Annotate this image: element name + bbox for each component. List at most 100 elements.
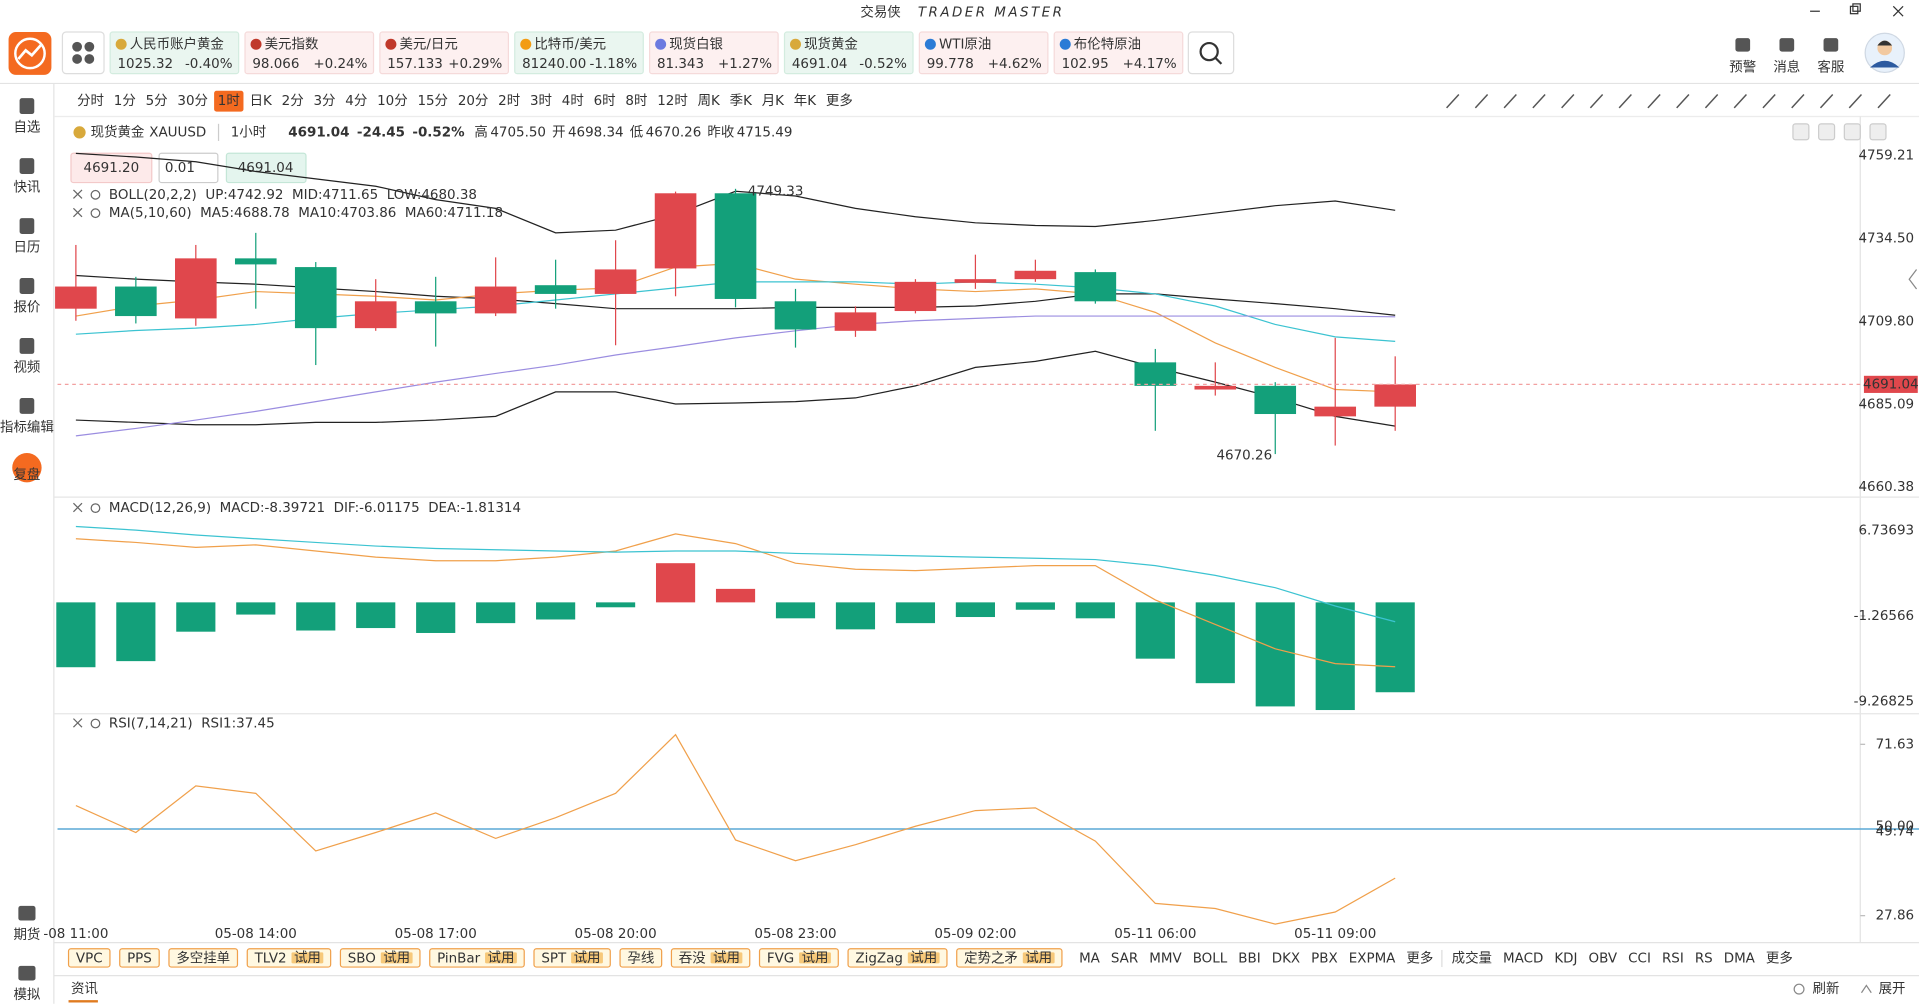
settings-icon[interactable] — [90, 189, 101, 200]
timeframe[interactable]: 20分 — [458, 93, 489, 109]
tool-icon[interactable] — [1762, 93, 1776, 109]
tool-icon[interactable] — [1848, 93, 1863, 109]
indicator-button-label[interactable]: VPC — [76, 951, 103, 966]
sidebar-label[interactable]: 视频 — [13, 359, 40, 375]
sidebar-icon[interactable] — [19, 158, 35, 175]
indicator-tab[interactable]: BBI — [1238, 951, 1260, 966]
tool-icon[interactable] — [1474, 93, 1489, 109]
ticker-tile[interactable] — [514, 31, 644, 75]
timeframe[interactable]: 30分 — [177, 93, 208, 109]
timeframe[interactable]: 2时 — [498, 93, 520, 109]
indicator-button-label[interactable]: SPT — [541, 951, 567, 966]
timeframe[interactable]: 月K — [762, 94, 785, 109]
ticker-tile[interactable] — [783, 31, 914, 75]
indicator-tab[interactable]: DMA — [1724, 951, 1756, 966]
collapse-tab[interactable] — [1908, 269, 1918, 290]
panel-tool[interactable] — [1869, 123, 1887, 141]
tool-icon[interactable] — [1704, 93, 1719, 109]
timeframe[interactable]: 2分 — [282, 93, 304, 109]
indicator-tab[interactable]: MMV — [1149, 951, 1182, 966]
indicator-tab[interactable]: RS — [1695, 951, 1713, 966]
buy-price[interactable]: 4691.04 — [238, 161, 294, 176]
indicator-button-label[interactable]: PPS — [127, 951, 152, 966]
action-icon[interactable] — [1823, 38, 1839, 52]
sidebar-label[interactable]: 模拟 — [13, 987, 40, 1003]
timeframe[interactable]: 12时 — [657, 93, 688, 109]
expand-icon[interactable] — [1860, 984, 1872, 994]
indicator-tab[interactable]: DKX — [1272, 951, 1300, 966]
action-label[interactable]: 消息 — [1773, 59, 1800, 76]
refresh[interactable]: 刷新 — [1813, 981, 1840, 997]
timeframe[interactable]: 6时 — [594, 93, 616, 109]
indicator-tab[interactable]: KDJ — [1554, 951, 1577, 966]
logo[interactable] — [8, 32, 52, 75]
sidebar-icon[interactable] — [18, 905, 36, 921]
indicator-tab[interactable]: OBV — [1589, 951, 1618, 966]
ticker-tile[interactable] — [109, 31, 240, 75]
timeframe[interactable]: 10分 — [377, 93, 408, 109]
timeframe[interactable]: 分时 — [77, 93, 104, 109]
tool-icon[interactable] — [1503, 93, 1517, 109]
indicator-tab[interactable]: SAR — [1111, 951, 1138, 966]
close-icon[interactable] — [72, 207, 83, 218]
indicator-tab[interactable]: MACD — [1503, 951, 1543, 966]
indicator-button-label[interactable]: 吞没 — [679, 950, 706, 966]
replay-badge[interactable] — [12, 453, 42, 483]
timeframe[interactable]: 日K — [250, 94, 273, 109]
avatar[interactable] — [1864, 32, 1905, 74]
close-icon[interactable] — [72, 718, 83, 728]
menu-button[interactable] — [61, 31, 105, 75]
indicator-tab[interactable]: 更多 — [1766, 949, 1793, 966]
sidebar-icon[interactable] — [19, 397, 35, 414]
indicator-button-label[interactable]: TLV2 — [254, 951, 287, 966]
footer-tab[interactable]: 资讯 — [71, 981, 98, 997]
sidebar-icon[interactable] — [19, 278, 35, 294]
indicator-button[interactable] — [67, 948, 111, 968]
sidebar-icon[interactable] — [19, 218, 35, 234]
timeframe[interactable]: 年K — [794, 93, 817, 109]
panel-tool[interactable] — [1818, 123, 1836, 141]
indicator-button-label[interactable]: FVG — [767, 951, 794, 966]
timeframe[interactable]: 3分 — [313, 93, 335, 109]
panel-tool[interactable] — [1843, 123, 1861, 141]
indicator-button-label[interactable]: 孕线 — [627, 950, 654, 966]
indicator-button-label[interactable]: 多空挂单 — [176, 949, 230, 966]
indicator-button-label[interactable]: 定势之矛 — [964, 950, 1018, 966]
indicator-button[interactable] — [168, 948, 239, 968]
sidebar-icon[interactable] — [18, 965, 36, 981]
indicator-button-label[interactable]: SBO — [348, 951, 376, 966]
action-icon[interactable] — [1779, 38, 1795, 52]
sidebar-icon[interactable] — [19, 98, 35, 115]
action-label[interactable]: 客服 — [1817, 59, 1844, 76]
timeframe[interactable]: 周K — [698, 94, 721, 109]
action-icon[interactable] — [1735, 38, 1751, 52]
ticker-tile[interactable] — [1053, 31, 1184, 75]
indicator-tab[interactable]: PBX — [1311, 951, 1338, 966]
search-button[interactable] — [1187, 31, 1235, 75]
expand[interactable]: 展开 — [1879, 982, 1906, 997]
tool-icon[interactable] — [1446, 93, 1460, 109]
close-icon[interactable] — [72, 502, 83, 513]
sidebar-label[interactable]: 日历 — [13, 240, 40, 255]
tool-icon[interactable] — [1561, 93, 1575, 109]
ticker-tile[interactable] — [918, 31, 1049, 75]
indicator-tab[interactable]: RSI — [1662, 951, 1684, 966]
indicator-tab[interactable]: MA — [1079, 951, 1101, 966]
sidebar-label[interactable]: 快讯 — [13, 179, 40, 195]
timeframe[interactable]: 4时 — [562, 93, 584, 109]
settings-icon[interactable] — [90, 718, 101, 729]
settings-icon[interactable] — [90, 208, 101, 219]
lots[interactable]: 0.01 — [165, 161, 195, 176]
timeframe[interactable]: 3时 — [530, 93, 552, 109]
timeframe[interactable]: 1时 — [218, 93, 240, 109]
indicator-button-label[interactable]: PinBar — [437, 951, 481, 966]
settings-icon[interactable] — [90, 503, 101, 514]
sell-box[interactable] — [70, 152, 153, 184]
timeframe[interactable]: 15分 — [417, 93, 448, 109]
indicator-tab[interactable]: 更多 — [1406, 949, 1433, 966]
sell-price[interactable]: 4691.20 — [84, 161, 140, 176]
timeframe[interactable]: 8时 — [625, 93, 647, 109]
tool-icon[interactable] — [1647, 93, 1661, 109]
timeframe[interactable]: 更多 — [826, 92, 853, 109]
refresh-icon[interactable] — [1793, 983, 1805, 995]
